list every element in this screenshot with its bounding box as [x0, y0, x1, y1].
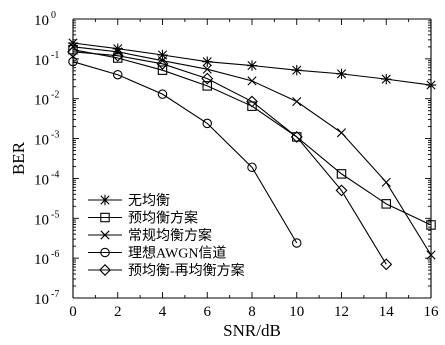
data-point-star — [425, 79, 437, 91]
y-tick-exponent: -2 — [51, 90, 59, 101]
data-point-x — [202, 64, 212, 74]
legend-label: 预均衡-再均衡方案 — [128, 262, 245, 279]
series-circle — [68, 56, 302, 248]
y-axis-title: BER — [9, 141, 28, 175]
data-point-circle — [157, 89, 168, 99]
data-point-star — [202, 56, 213, 67]
legend-label: 无均衡 — [128, 193, 170, 209]
x-tick-label: 14 — [379, 304, 395, 320]
legend-label: 理想AWGN信道 — [128, 246, 226, 262]
y-tick-label: 10 — [34, 212, 49, 228]
series-star — [67, 37, 437, 91]
y-tick-exponent: -5 — [51, 209, 59, 220]
legend-label: 常规均衡方案 — [128, 227, 212, 244]
x-tick-label: 12 — [334, 304, 349, 320]
x-tick-label: 10 — [289, 304, 304, 320]
data-point-diamond — [335, 184, 348, 197]
data-point-diamond — [67, 45, 79, 58]
data-point-x — [426, 250, 436, 260]
y-tick-label: 10 — [34, 133, 49, 149]
data-point-star — [67, 37, 79, 49]
legend-marker-square — [100, 212, 110, 223]
x-tick-label: 16 — [424, 304, 440, 320]
data-point-diamond — [156, 57, 169, 70]
data-point-square — [426, 220, 436, 230]
data-point-square — [291, 132, 302, 142]
y-tick-label: 10 — [34, 252, 49, 268]
y-tick-exponent: 0 — [51, 10, 56, 21]
series-square — [68, 44, 436, 230]
data-point-x — [381, 177, 391, 187]
data-point-star — [381, 73, 392, 85]
series-diamond — [67, 45, 393, 271]
x-tick-label: 2 — [114, 304, 122, 320]
data-point-circle — [247, 162, 257, 173]
x-tick-label: 6 — [204, 304, 212, 320]
legend-marker-star — [99, 194, 111, 206]
data-point-square — [157, 65, 168, 75]
data-point-diamond — [290, 130, 303, 143]
y-tick-exponent: -4 — [51, 169, 59, 180]
series-x — [68, 42, 436, 260]
legend-marker-diamond — [99, 264, 111, 276]
legend-marker-circle — [100, 247, 110, 258]
series-line — [72, 61, 298, 244]
y-tick-label: 10 — [34, 172, 49, 188]
data-point-square — [68, 44, 78, 55]
legend-entry: 预均衡-再均衡方案 — [88, 262, 245, 279]
data-point-x — [113, 47, 123, 57]
series-line — [72, 51, 387, 265]
legend-entry: 常规均衡方案 — [88, 227, 212, 244]
data-point-diamond — [246, 95, 258, 108]
data-point-x — [292, 96, 302, 107]
data-point-square — [381, 199, 391, 209]
legend-label: 预均衡方案 — [128, 210, 198, 227]
y-tick-label: 10 — [34, 93, 49, 109]
x-axis-ticks: 0 2 4 6 8 10 12 14 16 — [69, 19, 439, 320]
data-point-x — [336, 128, 347, 138]
data-point-star — [291, 64, 302, 76]
x-tick-label: 4 — [159, 304, 167, 320]
series-line — [72, 49, 432, 226]
y-tick-label: 10 — [34, 292, 49, 308]
data-point-star — [246, 60, 258, 71]
legend-entry: 预均衡方案 — [88, 210, 198, 227]
y-tick-label: 10 — [34, 53, 49, 69]
data-point-square — [336, 169, 347, 179]
y-tick-exponent: -6 — [51, 249, 59, 260]
x-axis-title: SNR/dB — [223, 321, 281, 340]
legend-entry: 理想AWGN信道 — [88, 246, 226, 262]
legend-entry: 无均衡 — [88, 193, 170, 209]
data-point-star — [157, 49, 168, 61]
data-point-star — [336, 68, 347, 80]
data-point-x — [247, 76, 257, 86]
series-layer — [67, 37, 437, 271]
data-point-square — [113, 53, 123, 63]
data-point-square — [202, 81, 213, 91]
data-point-star — [112, 43, 123, 54]
legend-marker-x — [100, 230, 110, 240]
y-tick-exponent: -1 — [51, 50, 59, 61]
y-tick-exponent: -7 — [51, 289, 59, 300]
y-tick-label: 10 — [34, 13, 49, 29]
x-tick-label: 8 — [248, 304, 256, 320]
data-point-circle — [291, 238, 302, 248]
x-tick-label: 0 — [69, 304, 77, 320]
data-point-circle — [113, 69, 123, 80]
data-point-circle — [202, 118, 213, 129]
data-point-diamond — [111, 49, 124, 62]
y-tick-exponent: -3 — [51, 130, 59, 141]
data-point-diamond — [380, 258, 393, 271]
data-point-diamond — [201, 72, 214, 85]
